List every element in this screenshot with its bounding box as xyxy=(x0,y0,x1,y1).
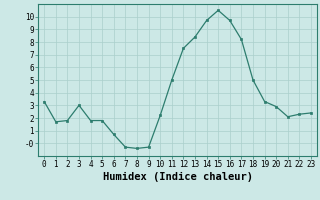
X-axis label: Humidex (Indice chaleur): Humidex (Indice chaleur) xyxy=(103,172,252,182)
